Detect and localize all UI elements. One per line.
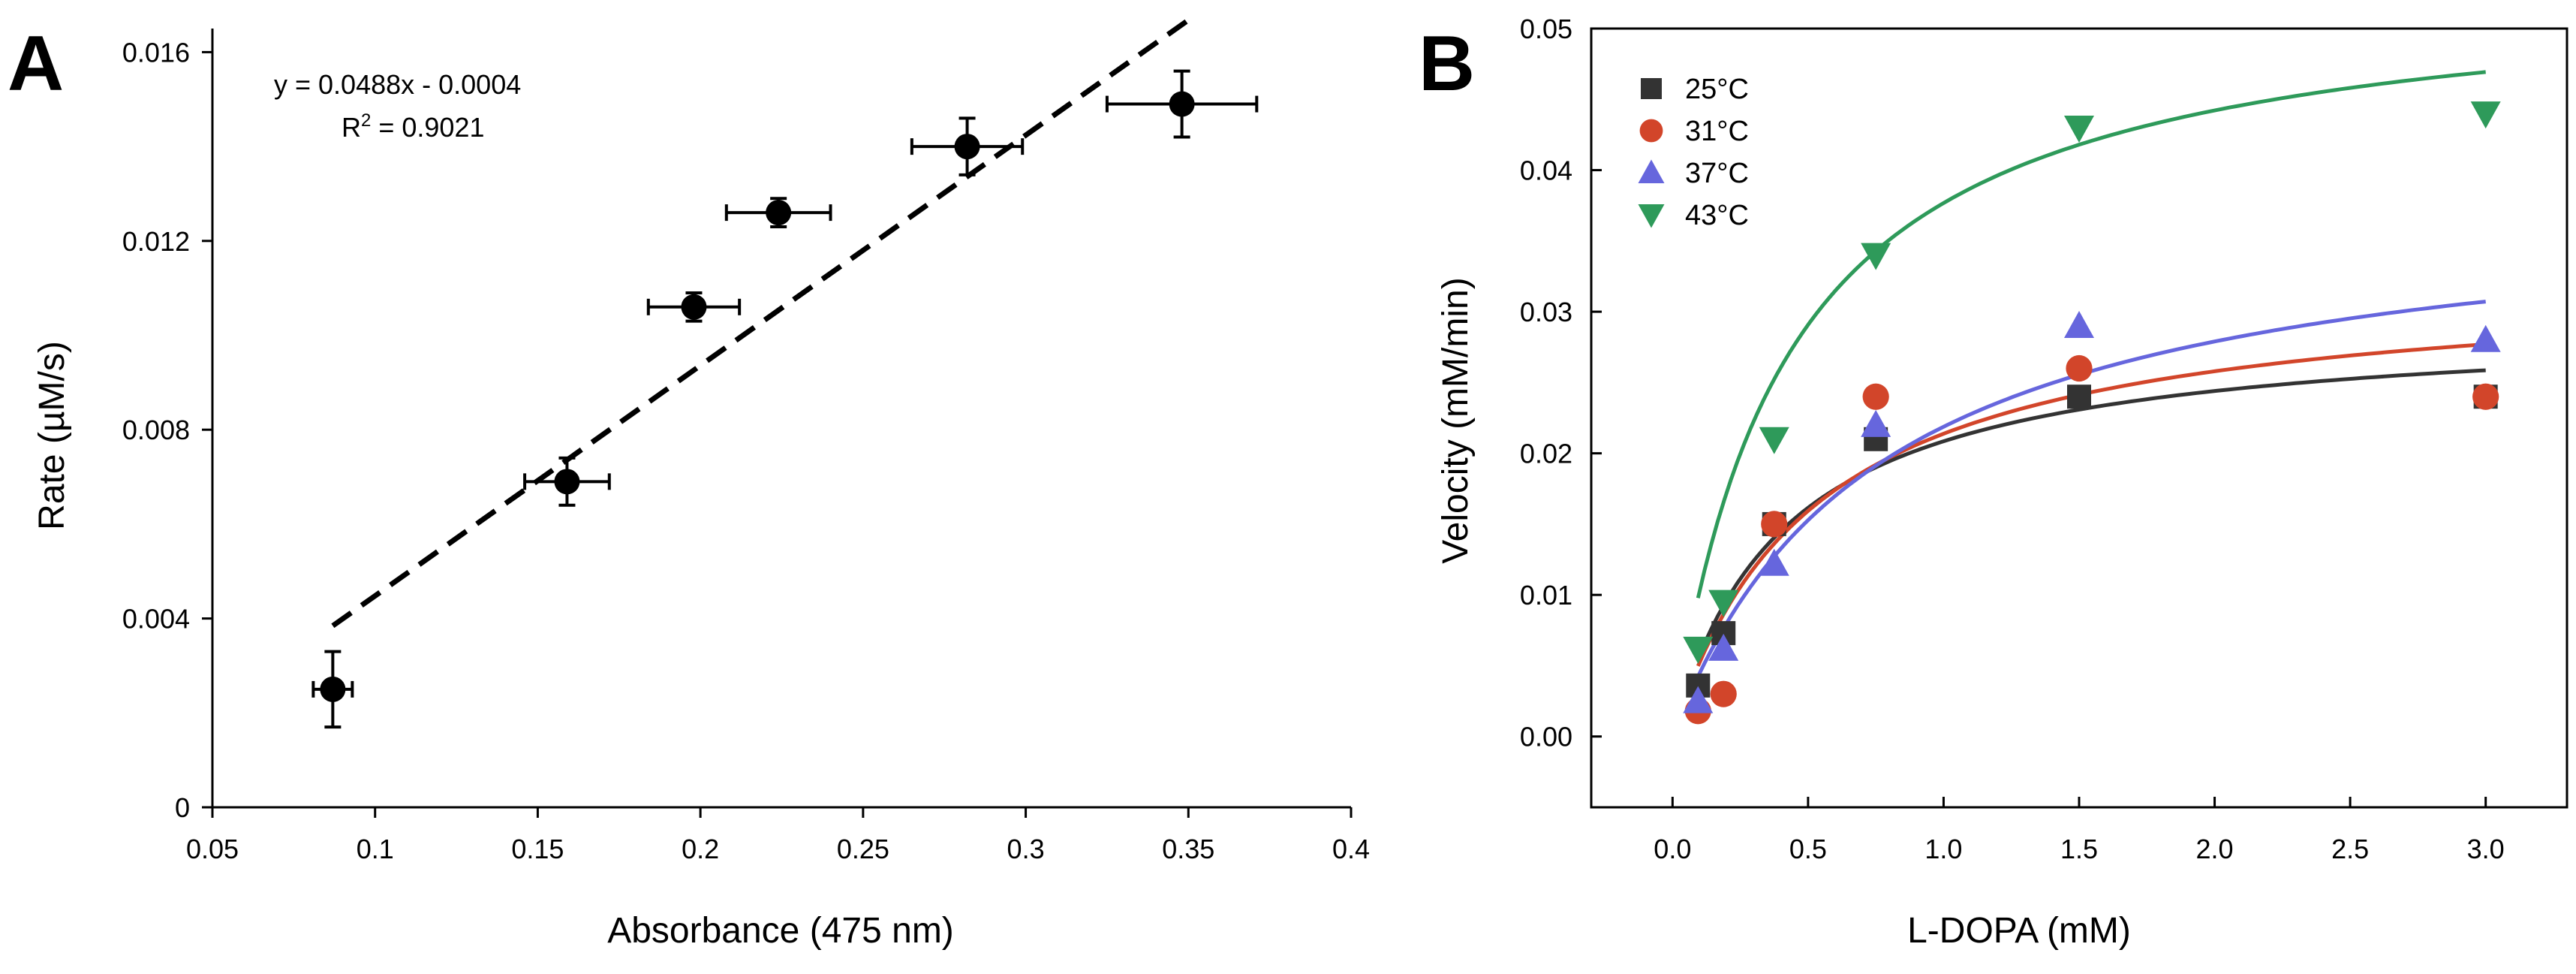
y-tick-label: 0 bbox=[175, 792, 190, 823]
data-point bbox=[681, 294, 707, 320]
x-tick-label: 2.5 bbox=[2331, 834, 2369, 864]
fit-curve-31c bbox=[1696, 342, 2486, 667]
x-tick-label: 1.5 bbox=[2060, 834, 2098, 864]
data-point-31c bbox=[1862, 383, 1889, 410]
panel-a-equation: y = 0.0488x - 0.0004 bbox=[274, 69, 521, 100]
data-point bbox=[320, 676, 346, 702]
data-point-31c bbox=[2472, 383, 2499, 410]
x-tick-label: 0.3 bbox=[1007, 834, 1045, 864]
data-point-43c bbox=[1759, 427, 1789, 454]
data-point-37c bbox=[1683, 686, 1714, 713]
x-tick-label: 0.35 bbox=[1162, 834, 1214, 864]
legend-marker bbox=[1639, 119, 1663, 143]
x-tick-label: 0.0 bbox=[1654, 834, 1691, 864]
panel-a-r-squared: R2 = 0.9021 bbox=[342, 110, 485, 143]
x-tick-label: 0.05 bbox=[186, 834, 239, 864]
r-squared-label: R bbox=[342, 112, 361, 143]
legend-label: 31°C bbox=[1685, 116, 1749, 147]
x-tick-label: 2.0 bbox=[2196, 834, 2234, 864]
y-tick-label: 0.01 bbox=[1520, 580, 1572, 611]
legend-marker bbox=[1638, 204, 1665, 228]
y-tick-label: 0.03 bbox=[1520, 297, 1572, 327]
data-point-25c bbox=[2067, 384, 2091, 409]
data-point-37c bbox=[2470, 324, 2501, 352]
panel-a-letter: A bbox=[8, 20, 64, 107]
panel-b-letter: B bbox=[1419, 20, 1475, 107]
data-point bbox=[954, 134, 980, 160]
panel-b-chart: 25°C 31°C 37°C 43°C L-DOPA (mM) Velocity (m… bbox=[1436, 14, 2568, 951]
panel-b-x-axis-title: L-DOPA (mM) bbox=[1907, 911, 2131, 951]
legend-marker bbox=[1638, 159, 1665, 183]
data-point bbox=[554, 469, 580, 495]
data-point-43c bbox=[2064, 115, 2094, 143]
y-tick-label: 0.05 bbox=[1520, 14, 1572, 44]
x-tick-label: 0.25 bbox=[837, 834, 889, 864]
data-point-43c bbox=[1708, 590, 1739, 617]
y-tick-label: 0.004 bbox=[122, 604, 190, 635]
data-point-43c bbox=[1861, 243, 1891, 270]
trendline bbox=[331, 17, 1190, 629]
y-tick-label: 0.012 bbox=[122, 226, 190, 257]
x-tick-label: 0.4 bbox=[1332, 834, 1370, 864]
x-tick-label: 0.1 bbox=[357, 834, 394, 864]
x-tick-label: 1.0 bbox=[1924, 834, 1962, 864]
y-tick-label: 0.00 bbox=[1520, 722, 1572, 752]
y-tick-label: 0.04 bbox=[1520, 155, 1572, 186]
panel-b-y-axis-title: Velocity (mM/min) bbox=[1436, 277, 1476, 563]
data-point-31c bbox=[2066, 354, 2093, 382]
y-tick-label: 0.016 bbox=[122, 37, 190, 68]
legend-marker bbox=[1641, 78, 1662, 99]
data-point bbox=[766, 200, 792, 226]
r-squared-superscript: 2 bbox=[361, 110, 371, 131]
y-tick-label: 0.02 bbox=[1520, 439, 1572, 469]
panel-a-chart: y = 0.0488x - 0.0004 R2 = 0.9021 Absorba… bbox=[32, 17, 1370, 951]
data-point-31c bbox=[1710, 680, 1737, 707]
data-point-43c bbox=[2470, 101, 2501, 129]
data-point-37c bbox=[1759, 548, 1789, 576]
r-squared-value: = 0.9021 bbox=[371, 112, 484, 143]
y-tick-label: 0.008 bbox=[122, 415, 190, 445]
data-point-37c bbox=[1861, 409, 1891, 437]
panel-a-x-axis-title: Absorbance (475 nm) bbox=[607, 911, 954, 951]
legend-label: 37°C bbox=[1685, 158, 1749, 189]
x-tick-label: 0.2 bbox=[682, 834, 719, 864]
data-point-43c bbox=[1683, 636, 1714, 664]
x-tick-label: 0.5 bbox=[1789, 834, 1827, 864]
legend-label: 43°C bbox=[1685, 200, 1749, 231]
x-tick-label: 0.15 bbox=[511, 834, 564, 864]
legend-label: 25°C bbox=[1685, 74, 1749, 105]
data-point-37c bbox=[2064, 310, 2094, 338]
data-point-31c bbox=[1761, 511, 1788, 538]
x-tick-label: 3.0 bbox=[2467, 834, 2505, 864]
panel-a-y-axis-title: Rate (µM/s) bbox=[32, 341, 72, 530]
panel-b-legend: 25°C 31°C 37°C 43°C bbox=[1638, 74, 1749, 231]
data-point-37c bbox=[1708, 633, 1739, 661]
fit-curve-37c bbox=[1696, 300, 2486, 677]
data-point bbox=[1169, 91, 1195, 117]
fit-curve-43c bbox=[1696, 70, 2486, 599]
